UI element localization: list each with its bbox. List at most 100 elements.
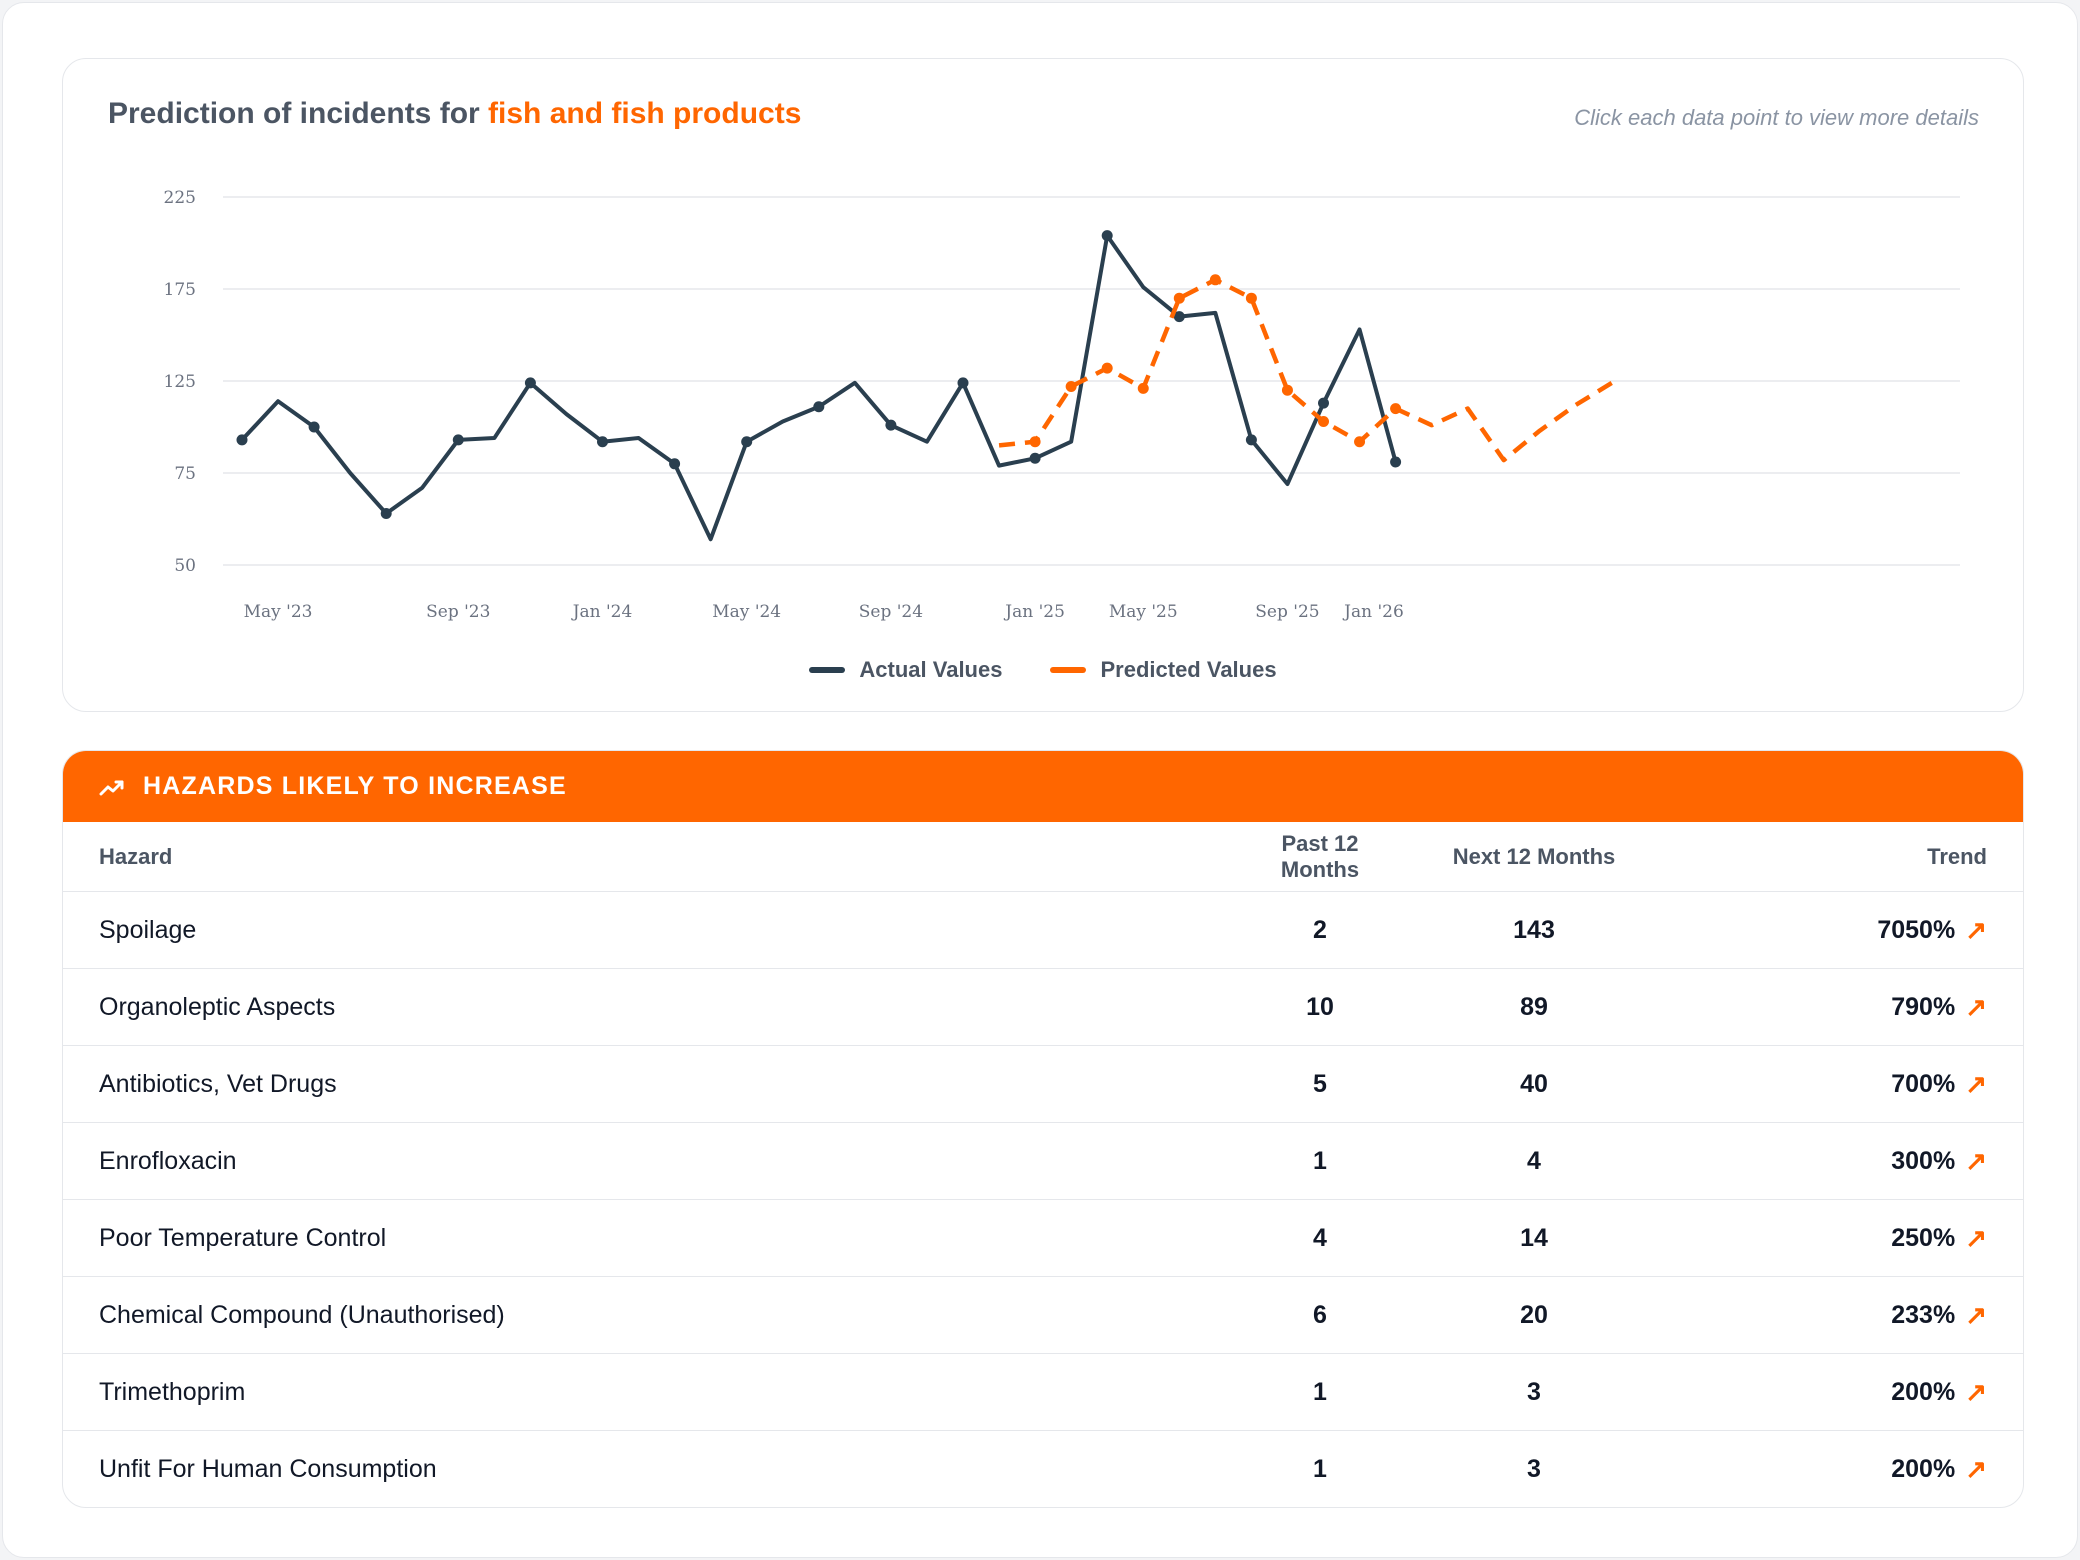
x-tick-label: Sep '23	[426, 602, 490, 622]
predicted-data-point[interactable]	[1245, 292, 1257, 304]
actual-data-point[interactable]	[597, 436, 608, 448]
hazard-name: Trimethoprim	[99, 1377, 246, 1406]
y-tick-label: 50	[174, 556, 196, 576]
y-tick-label: 175	[164, 280, 196, 300]
table-row[interactable]: Chemical Compound (Unauthorised) 6 20 233% ↗	[63, 1277, 2023, 1354]
y-tick-label: 125	[164, 372, 196, 392]
x-tick-label: Sep '24	[859, 602, 923, 622]
table-row[interactable]: Antibiotics, Vet Drugs 5 40 700% ↗	[63, 1046, 2023, 1123]
hazards-title: HAZARDS LIKELY TO INCREASE	[143, 772, 567, 800]
col-past[interactable]: Past 12 Months	[1280, 830, 1360, 882]
predicted-data-point[interactable]	[1101, 362, 1113, 374]
x-tick-label: Jan '25	[1003, 602, 1065, 622]
past-count: 1	[1313, 1146, 1327, 1175]
trend-cell: 200% ↗	[1691, 1454, 2023, 1485]
table-row[interactable]: Unfit For Human Consumption 1 3 200% ↗	[63, 1431, 2023, 1507]
chart-hint: Click each data point to view more detai…	[1574, 105, 1979, 130]
actual-series-line	[240, 233, 1398, 542]
predicted-data-point[interactable]	[1318, 415, 1329, 427]
trend-value: 300%	[1891, 1146, 1956, 1175]
col-next[interactable]: Next 12 Months	[1452, 843, 1616, 869]
incidents-line-chart: 50 75 125 175 225 May '23 Sep '23 Jan '24 May '2…	[164, 188, 1960, 622]
next-count: 3	[1527, 1455, 1541, 1483]
arrow-up-right-icon: ↗	[1965, 1376, 1987, 1407]
table-row[interactable]: Trimethoprim 1 3 200% ↗	[63, 1354, 2023, 1431]
table-row[interactable]: Organoleptic Aspects 10 89 790% ↗	[63, 969, 2023, 1046]
trend-cell: 790% ↗	[1691, 992, 2023, 1023]
x-tick-label: Jan '24	[571, 602, 633, 622]
table-row[interactable]: Enrofloxacin 1 4 300% ↗	[63, 1123, 2023, 1200]
actual-data-point[interactable]	[1318, 397, 1329, 409]
actual-data-point[interactable]	[236, 434, 248, 446]
hazards-header: HAZARDS LIKELY TO INCREASE	[63, 751, 2023, 822]
predicted-data-point[interactable]	[1173, 292, 1185, 304]
predicted-data-point[interactable]	[1065, 381, 1077, 393]
arrow-up-right-icon: ↗	[1965, 991, 1987, 1022]
arrow-up-right-icon: ↗	[1965, 1068, 1987, 1099]
actual-data-point[interactable]	[1101, 230, 1113, 242]
actual-data-point[interactable]	[1029, 452, 1041, 464]
actual-data-point[interactable]	[1173, 311, 1185, 323]
trend-cell: 7050% ↗	[1691, 915, 2023, 946]
arrow-up-right-icon: ↗	[1965, 914, 1987, 945]
col-trend[interactable]: Trend	[1927, 843, 1987, 869]
next-count: 89	[1520, 992, 1548, 1021]
actual-data-point[interactable]	[957, 377, 969, 389]
actual-data-point[interactable]	[452, 434, 464, 446]
trend-value: 700%	[1891, 1069, 1956, 1098]
col-hazard[interactable]: Hazard	[99, 843, 173, 869]
actual-data-point[interactable]	[741, 436, 753, 448]
trend-cell: 700% ↗	[1691, 1069, 2023, 1100]
trend-cell: 233% ↗	[1691, 1300, 2023, 1331]
hazard-name: Poor Temperature Control	[99, 1223, 387, 1252]
trend-value: 790%	[1891, 992, 1956, 1021]
chart-title: Prediction of incidents for fish and fis…	[108, 97, 802, 130]
legend-predicted[interactable]: Predicted Values	[1050, 657, 1277, 683]
trend-value: 250%	[1891, 1223, 1956, 1252]
table-row[interactable]: Poor Temperature Control 4 14 250% ↗	[63, 1200, 2023, 1277]
past-count: 1	[1313, 1455, 1327, 1483]
predicted-data-point[interactable]	[1281, 384, 1293, 396]
chart-legend: Actual Values Predicted Values	[63, 657, 2023, 683]
actual-data-point[interactable]	[813, 401, 825, 413]
prediction-chart-card: Prediction of incidents for fish and fis…	[62, 58, 2024, 712]
predicted-series-line	[998, 277, 1614, 463]
hazard-name: Spoilage	[99, 915, 197, 944]
trend-value: 200%	[1891, 1377, 1956, 1406]
predicted-data-point[interactable]	[1354, 436, 1366, 448]
table-row[interactable]: Spoilage 2 143 7050% ↗	[63, 892, 2023, 969]
predicted-data-point[interactable]	[1390, 403, 1402, 415]
actual-data-point[interactable]	[380, 507, 392, 519]
actual-data-point[interactable]	[308, 421, 320, 433]
past-count: 1	[1313, 1377, 1327, 1406]
actual-data-point[interactable]	[524, 377, 536, 389]
x-tick-label: Jan '26	[1342, 602, 1404, 622]
trend-cell: 250% ↗	[1691, 1223, 2023, 1254]
actual-data-point[interactable]	[885, 419, 897, 431]
y-tick-label: 225	[164, 188, 196, 208]
trending-up-icon	[99, 780, 124, 795]
actual-data-point[interactable]	[669, 458, 681, 470]
next-count: 14	[1520, 1223, 1548, 1252]
trend-cell: 300% ↗	[1691, 1146, 2023, 1177]
legend-actual-swatch	[809, 667, 846, 673]
predicted-data-point[interactable]	[1209, 274, 1221, 286]
hazards-rows: Spoilage 2 143 7050% ↗ Organoleptic Aspects 10…	[63, 892, 2023, 1507]
chart-title-category: fish and fish products	[488, 97, 802, 130]
hazard-name: Enrofloxacin	[99, 1146, 237, 1175]
hazard-name: Unfit For Human Consumption	[99, 1455, 437, 1483]
x-tick-label: May '25	[1109, 602, 1178, 622]
actual-data-point[interactable]	[1390, 456, 1402, 468]
actual-data-point[interactable]	[1245, 434, 1257, 446]
legend-actual[interactable]: Actual Values	[809, 657, 1002, 683]
predicted-data-point[interactable]	[1137, 382, 1149, 394]
table-column-headers: Hazard Past 12 Months Next 12 Months Tre…	[63, 822, 2023, 892]
next-count: 143	[1513, 915, 1555, 944]
arrow-up-right-icon: ↗	[1965, 1454, 1987, 1484]
trend-value: 7050%	[1877, 915, 1956, 944]
trend-value: 200%	[1891, 1455, 1956, 1483]
next-count: 40	[1520, 1069, 1548, 1098]
predicted-data-point[interactable]	[1029, 436, 1041, 448]
arrow-up-right-icon: ↗	[1965, 1145, 1987, 1176]
